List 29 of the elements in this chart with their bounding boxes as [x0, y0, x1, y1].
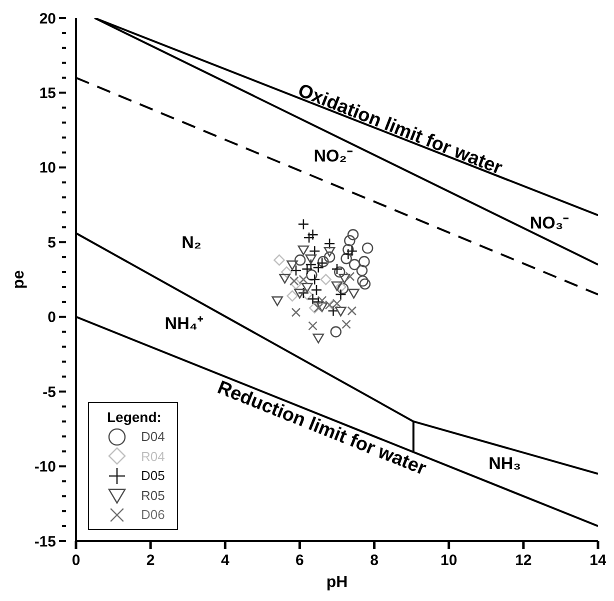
y-tick-label: -15 [34, 533, 56, 550]
legend-label: R05 [141, 488, 165, 503]
x-tick-label: 8 [370, 552, 378, 569]
x-tick-label: 6 [296, 552, 304, 569]
x-tick-label: 12 [515, 552, 532, 569]
x-tick-label: 10 [440, 552, 458, 569]
legend-label: R04 [141, 448, 165, 464]
y-tick-label: -10 [34, 458, 56, 476]
legend-label: D04 [141, 429, 165, 444]
x-tick-label: 2 [146, 552, 155, 569]
y-tick-label: 0 [48, 309, 56, 326]
annotation: NH₄⁺ [164, 314, 204, 333]
y-tick-label: 15 [39, 84, 56, 102]
x-tick-label: 14 [590, 552, 607, 569]
y-tick-label: 20 [39, 10, 56, 28]
annotation: NO₂⁻ [314, 146, 353, 166]
y-tick-label: -5 [42, 384, 56, 401]
legend-title: Legend: [107, 409, 162, 425]
annotation: NO₃⁻ [530, 214, 570, 233]
annotation: NH₃ [488, 454, 521, 474]
legend-label: D05 [141, 468, 165, 484]
legend-label: D06 [141, 507, 165, 522]
x-tick-label: 0 [72, 552, 80, 569]
x-tick-label: 4 [220, 552, 230, 569]
y-tick-label: 10 [39, 160, 56, 177]
annotation: N₂ [182, 233, 202, 252]
y-axis-title: pe [10, 270, 28, 289]
y-tick-label: 5 [48, 234, 56, 252]
x-axis-title: pH [326, 574, 348, 591]
